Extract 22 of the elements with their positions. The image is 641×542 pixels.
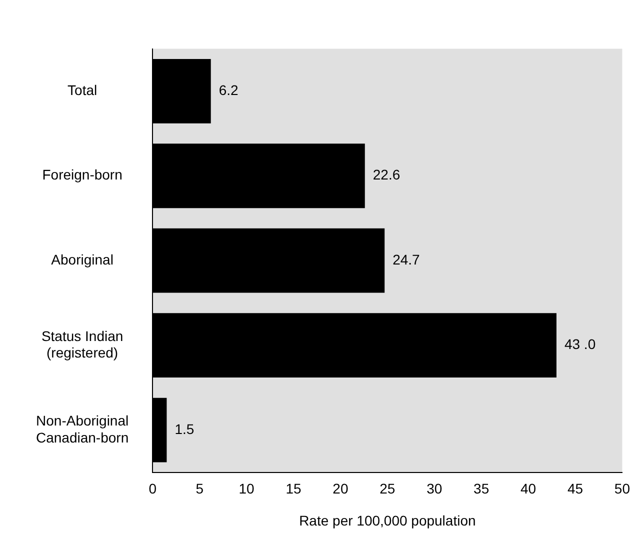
x-tick-label: 15 [286, 480, 302, 497]
y-tick-label: Non-Aboriginal Canadian-born [36, 412, 129, 446]
x-tick-label: 40 [520, 480, 536, 497]
x-tick-label: 0 [148, 480, 157, 497]
y-tick-label: Total [68, 82, 98, 98]
y-tick-label: Foreign-born [42, 166, 122, 183]
x-tick-label: 5 [196, 480, 204, 497]
y-tick-label: Status Indian (registered) [41, 328, 124, 361]
x-tick-label: 45 [567, 480, 584, 497]
data-label: 43 .0 [564, 336, 596, 352]
x-tick-label: 35 [474, 480, 490, 497]
x-tick-label: 10 [238, 480, 255, 497]
data-label: 1.5 [174, 420, 194, 437]
y-tick-label: Aboriginal [51, 251, 114, 268]
x-tick-label: 50 [614, 480, 630, 497]
data-label: 6.2 [218, 82, 239, 98]
x-tick-label: 30 [426, 480, 442, 497]
data-label: 22.6 [372, 166, 400, 183]
x-axis-title: Rate per 100,000 population [299, 512, 476, 528]
x-tick-label: 20 [332, 480, 348, 497]
data-label: 24.7 [392, 251, 420, 268]
x-tick-label: 25 [380, 480, 396, 497]
